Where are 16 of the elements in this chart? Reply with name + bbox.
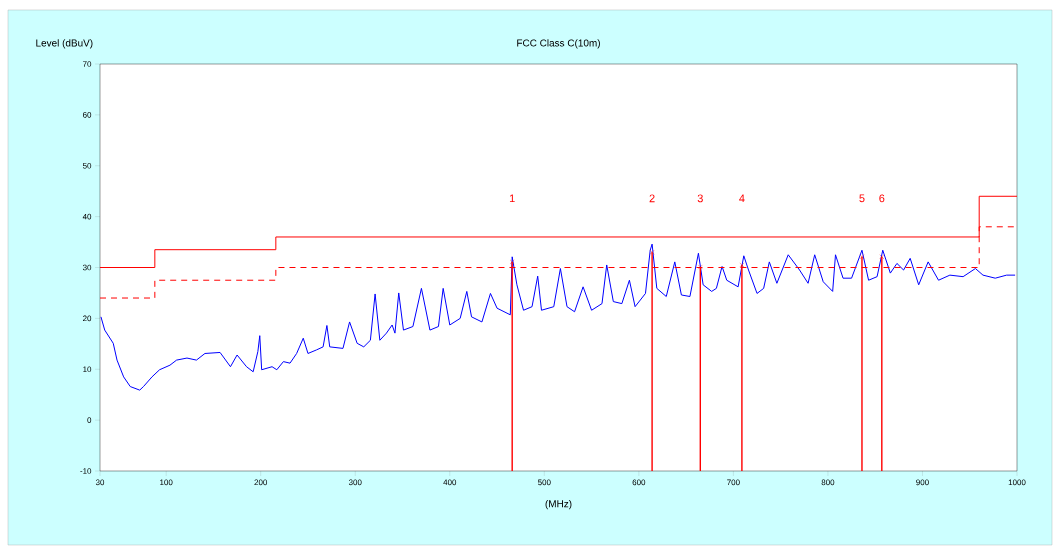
annotation: 3 [697, 194, 703, 203]
annotation: 1 [509, 194, 515, 203]
point [859, 254, 865, 260]
line-series [100, 243, 1016, 391]
annotation: 5 [859, 194, 865, 203]
point [649, 249, 655, 255]
annotation: 2 [649, 194, 655, 203]
annotation: 6 [879, 194, 885, 203]
point [509, 259, 515, 265]
point [739, 262, 745, 268]
point [697, 264, 703, 270]
annotation: 4 [739, 194, 745, 203]
chart-title: FCC Class C(10m) [517, 39, 600, 49]
x-axis-title: (MHz) [545, 500, 572, 510]
point [879, 254, 885, 260]
y-axis-title: Level (dBuV) [36, 39, 93, 49]
